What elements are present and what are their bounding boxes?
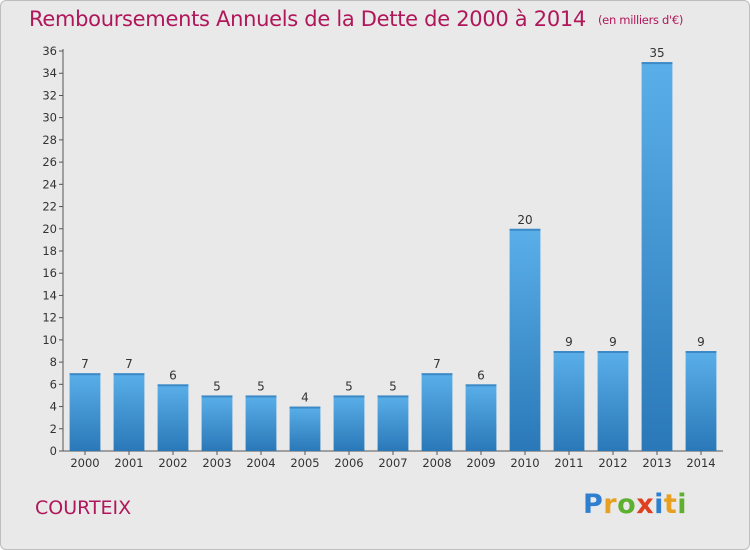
x-tick-label: 2009 <box>466 456 495 470</box>
bar <box>553 351 585 451</box>
y-tick-label: 24 <box>42 177 57 191</box>
x-tick-label: 2007 <box>378 456 407 470</box>
logo-letter: i <box>654 489 664 520</box>
bar <box>377 395 409 451</box>
bar <box>157 384 189 451</box>
y-tick-label: 14 <box>42 288 57 302</box>
bars: 7 7 6 5 5 4 5 5 7 6 20 9 9 35 9 <box>69 46 717 451</box>
bar-value-label: 35 <box>649 46 664 60</box>
bar-cap <box>333 395 365 398</box>
y-tick-label: 20 <box>42 222 57 236</box>
logo-letter: i <box>677 489 688 520</box>
logo-letter: t <box>663 489 678 520</box>
bar <box>113 373 145 451</box>
bar-cap <box>289 406 321 409</box>
bar-cap <box>465 384 497 387</box>
bar-cap <box>685 351 717 353</box>
bar-cap <box>201 395 233 398</box>
x-tick-label: 2005 <box>290 456 319 470</box>
bar-cap <box>113 373 145 376</box>
bar <box>333 395 365 451</box>
bar-value-label: 7 <box>125 357 133 371</box>
y-tick-label: 4 <box>50 400 57 414</box>
y-tick-label: 28 <box>42 133 57 147</box>
commune-name: COURTEIX <box>35 497 132 519</box>
chart-subtitle: (en milliers d'€) <box>598 13 684 27</box>
y-tick-label: 18 <box>42 244 57 258</box>
bar-cap <box>641 62 673 65</box>
bar-cap <box>421 373 453 376</box>
y-tick-label: 32 <box>42 88 57 102</box>
bar-value-label: 6 <box>477 368 485 382</box>
logo-letter: x <box>636 489 655 520</box>
x-tick-label: 2014 <box>686 456 715 470</box>
y-tick-label: 30 <box>42 111 57 125</box>
x-tick-label: 2004 <box>246 456 275 470</box>
bar-value-label: 7 <box>433 357 441 371</box>
bar <box>289 406 321 451</box>
x-tick-label: 2002 <box>158 456 187 470</box>
bar-cap <box>69 373 101 376</box>
y-tick-label: 2 <box>50 422 57 436</box>
bar-value-label: 7 <box>81 357 89 371</box>
bar-cap <box>597 351 629 353</box>
logo-letter: P <box>583 489 604 520</box>
y-tick-label: 12 <box>42 311 57 325</box>
x-tick-label: 2008 <box>422 456 451 470</box>
bar-value-label: 4 <box>301 391 309 405</box>
y-tick-label: 16 <box>42 266 57 280</box>
x-tick-label: 2001 <box>114 456 143 470</box>
bar-cap <box>509 228 541 231</box>
y-tick-label: 0 <box>50 444 57 458</box>
logo-letter: r <box>603 489 618 520</box>
bar <box>509 228 541 451</box>
bar <box>465 384 497 451</box>
x-tick-label: 2006 <box>334 456 363 470</box>
logo-letter: o <box>617 489 637 520</box>
bar <box>69 373 101 451</box>
y-tick-label: 10 <box>42 333 57 347</box>
bar-cap <box>377 395 409 398</box>
bar-value-label: 6 <box>169 368 177 382</box>
y-tick-label: 36 <box>42 44 57 58</box>
bar <box>421 373 453 451</box>
bar <box>201 395 233 451</box>
bar-value-label: 20 <box>517 213 532 227</box>
chart-title: Remboursements Annuels de la Dette de 20… <box>29 7 683 31</box>
bar-cap <box>553 351 585 353</box>
bar-cap <box>245 395 277 398</box>
bar <box>245 395 277 451</box>
bar-value-label: 9 <box>565 335 573 349</box>
bar-value-label: 9 <box>697 335 705 349</box>
bar-value-label: 9 <box>609 335 617 349</box>
bar <box>641 62 673 451</box>
chart-title-text: Remboursements Annuels de la Dette de 20… <box>29 7 586 31</box>
y-tick-label: 8 <box>50 355 57 369</box>
y-tick-label: 34 <box>42 66 57 80</box>
bar-value-label: 5 <box>345 379 353 393</box>
bar <box>597 351 629 451</box>
x-tick-label: 2003 <box>202 456 231 470</box>
bar-value-label: 5 <box>389 379 397 393</box>
bar-value-label: 5 <box>213 379 221 393</box>
x-tick-label: 2012 <box>598 456 627 470</box>
y-tick-label: 6 <box>50 377 57 391</box>
bar-value-label: 5 <box>257 379 265 393</box>
y-tick-label: 22 <box>42 200 57 214</box>
x-tick-label: 2013 <box>642 456 671 470</box>
bar <box>685 351 717 451</box>
bar-cap <box>157 384 189 387</box>
y-tick-label: 26 <box>42 155 57 169</box>
x-tick-label: 2000 <box>70 456 99 470</box>
x-tick-label: 2011 <box>554 456 583 470</box>
x-tick-label: 2010 <box>510 456 539 470</box>
proxiti-logo: Proxiti <box>583 489 687 520</box>
